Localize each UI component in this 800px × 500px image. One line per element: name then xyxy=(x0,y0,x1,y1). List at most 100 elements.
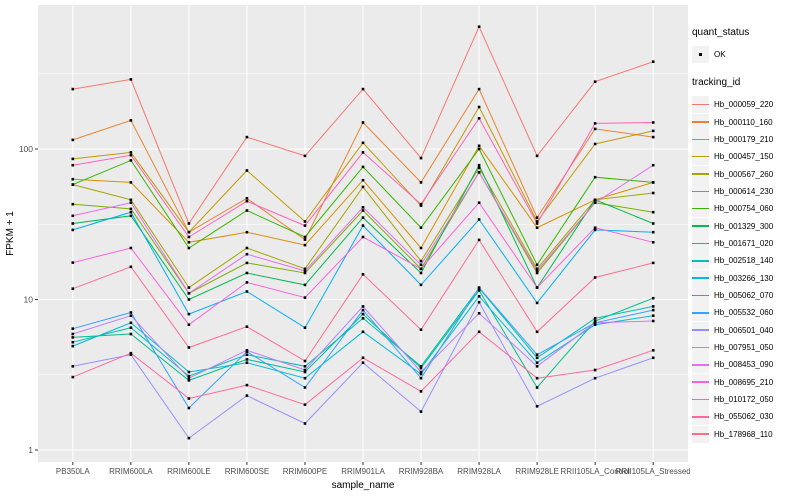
data-point xyxy=(129,181,133,184)
data-point xyxy=(245,290,249,293)
legend-item-Hb_005062_070: Hb_005062_070 xyxy=(692,286,800,304)
legend-item-Hb_008695_210: Hb_008695_210 xyxy=(692,373,800,391)
data-point xyxy=(651,319,655,323)
data-point xyxy=(535,226,539,229)
x-axis-tick-label: RRIM600LE xyxy=(167,467,211,476)
data-point xyxy=(187,222,191,225)
data-point xyxy=(129,201,133,204)
tracking-id-legend-items: Hb_000059_220 Hb_000110_160 Hb_000179_210 H… xyxy=(690,96,800,443)
data-point xyxy=(361,330,365,334)
x-axis-tick-label: RRIM600SE xyxy=(225,467,269,476)
data-point xyxy=(651,349,655,352)
data-point xyxy=(361,312,365,316)
legend-item-Hb_003266_130: Hb_003266_130 xyxy=(692,269,800,287)
legend-line-swatch xyxy=(692,398,709,401)
data-point xyxy=(477,147,481,151)
data-point xyxy=(303,269,307,273)
data-point xyxy=(187,376,191,380)
legend-label: Hb_178968_110 xyxy=(714,429,773,439)
data-point xyxy=(651,222,655,225)
data-point xyxy=(535,361,539,364)
data-point xyxy=(419,372,423,376)
data-point xyxy=(593,276,597,279)
data-point xyxy=(535,330,539,334)
legend-item-Hb_000457_150: Hb_000457_150 xyxy=(692,148,800,166)
data-point xyxy=(187,397,191,400)
data-point xyxy=(361,121,365,124)
data-point xyxy=(535,267,539,271)
data-point xyxy=(535,216,539,219)
data-point xyxy=(245,281,249,284)
legend-item-quant-ok: OK xyxy=(692,46,800,63)
data-point xyxy=(303,422,307,425)
data-point xyxy=(303,154,307,158)
data-point xyxy=(651,129,655,133)
data-point xyxy=(71,228,75,232)
legend-line-swatch xyxy=(692,416,709,418)
y-axis-title: FPKM + 1 xyxy=(5,211,16,256)
legend-item-Hb_010172_050: Hb_010172_050 xyxy=(692,391,800,409)
legend-label-ok: OK xyxy=(714,50,726,59)
x-axis-tick-label: RRIM928LA xyxy=(457,467,501,476)
x-axis-tick-label: RRIM600PE xyxy=(283,467,327,476)
data-point xyxy=(593,142,597,146)
data-point xyxy=(71,327,75,330)
data-point xyxy=(361,209,365,212)
legend-label: Hb_001671_020 xyxy=(714,238,774,248)
data-point xyxy=(419,328,423,331)
legend-item-Hb_000754_060: Hb_000754_060 xyxy=(692,200,800,218)
legend-line-swatch xyxy=(692,260,709,262)
data-point xyxy=(71,375,75,379)
x-axis-tick-label: RRIM600LA xyxy=(109,467,153,476)
data-point xyxy=(187,370,191,374)
legend-label: Hb_008453_090 xyxy=(714,360,774,370)
legend-key-line-box xyxy=(692,148,709,166)
legend-line-swatch xyxy=(692,364,709,366)
x-axis-tick-label: RRII105LA_Control xyxy=(560,467,630,476)
legend-key-line-box xyxy=(692,408,709,426)
legend-line-swatch xyxy=(692,173,709,175)
data-point xyxy=(477,300,481,304)
legend-label: Hb_000567_260 xyxy=(714,169,774,179)
x-axis-tick-label: RRIM928LE xyxy=(515,467,559,476)
data-point xyxy=(535,222,539,225)
legend-line-swatch xyxy=(692,312,709,314)
data-point xyxy=(303,370,307,374)
data-point xyxy=(593,226,597,229)
data-point xyxy=(129,321,133,325)
data-point xyxy=(245,383,249,387)
legend-label: Hb_000179_210 xyxy=(714,134,774,144)
data-point xyxy=(129,353,133,356)
data-point xyxy=(71,202,75,206)
data-point xyxy=(593,323,597,326)
data-point xyxy=(303,326,307,329)
data-point xyxy=(651,230,655,234)
data-point xyxy=(419,376,423,380)
data-point xyxy=(419,202,423,206)
data-point xyxy=(361,87,365,91)
data-point xyxy=(303,365,307,368)
legend-key-line-box xyxy=(692,234,709,252)
legend-label: Hb_000457_150 xyxy=(714,152,774,162)
data-point xyxy=(361,224,365,227)
legend-key-box xyxy=(692,46,709,63)
data-point xyxy=(361,317,365,320)
data-point xyxy=(651,163,655,167)
legend-item-Hb_000110_160: Hb_000110_160 xyxy=(692,113,800,131)
legend-key-line-box xyxy=(692,182,709,200)
data-point xyxy=(303,271,307,275)
data-point xyxy=(303,243,307,247)
legend-title-tracking-id: tracking_id xyxy=(692,77,741,88)
legend-line-swatch xyxy=(692,346,709,349)
data-point xyxy=(651,121,655,124)
legend-item-Hb_008453_090: Hb_008453_090 xyxy=(692,356,800,374)
data-point xyxy=(535,271,539,275)
data-point xyxy=(129,210,133,214)
data-point xyxy=(535,286,539,289)
y-axis-tick-label: 100 xyxy=(19,144,33,154)
data-point xyxy=(361,165,365,169)
legend-label: Hb_002518_140 xyxy=(714,256,774,266)
legend-line-swatch xyxy=(692,138,709,141)
data-point xyxy=(651,181,655,184)
data-point xyxy=(419,283,423,287)
